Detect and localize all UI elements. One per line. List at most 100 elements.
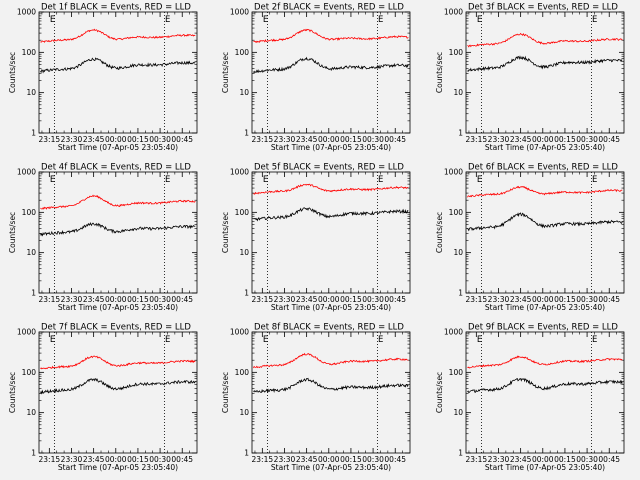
x-tick-label: 23:30: [488, 295, 510, 304]
x-tick-label: 00:15: [127, 295, 149, 304]
x-tick-label: 23:45: [510, 135, 532, 144]
event-marker-label: E: [477, 175, 482, 185]
y-tick-label: 100: [22, 48, 37, 57]
x-tick-label: 23:45: [296, 455, 318, 464]
y-tick-label: 1000: [444, 328, 463, 337]
panel-title: Det 6f BLACK = Events, RED = LLD: [468, 163, 618, 173]
x-tick-label: 23:30: [61, 455, 83, 464]
plot-frame: [38, 331, 198, 454]
x-tick-label: 23:15: [252, 135, 274, 144]
event-marker-label: E: [477, 335, 482, 345]
plot-panel-det-7: Det 7f BLACK = Events, RED = LLD 1 10 100 10…: [8, 323, 198, 472]
y-tick-label: 1: [31, 289, 36, 298]
x-tick-label: 00:00: [318, 295, 340, 304]
x-tick-label: 00:45: [171, 135, 193, 144]
x-tick-label: 00:15: [554, 295, 576, 304]
x-tick-label: 23:30: [274, 135, 296, 144]
x-tick-label: 00:30: [576, 455, 598, 464]
y-axis-label: Counts/sec: [221, 212, 230, 253]
y-tick-label: 1: [244, 129, 249, 138]
events-series-line: [253, 207, 409, 222]
y-tick-label: 10: [239, 88, 249, 97]
y-tick-label: 1000: [230, 328, 249, 337]
event-marker-label: E: [378, 175, 383, 185]
x-tick-label: 00:00: [532, 295, 554, 304]
x-tick-label: 00:30: [362, 455, 384, 464]
plot-frame: [465, 11, 625, 134]
event-marker-label: E: [263, 15, 268, 25]
panel-title: Det 2f BLACK = Events, RED = LLD: [254, 3, 404, 13]
panel-title: Det 5f BLACK = Events, RED = LLD: [254, 163, 404, 173]
y-axis-label: Counts/sec: [221, 52, 230, 93]
x-tick-label: 23:15: [39, 135, 61, 144]
x-tick-label: 00:00: [532, 135, 554, 144]
plot-panel-det-3: Det 3f BLACK = Events, RED = LLD 1 10 100 10…: [435, 3, 625, 152]
x-axis-label: Start Time (07-Apr-05 23:05:40): [485, 143, 605, 152]
y-tick-label: 10: [26, 88, 36, 97]
lld-series-line: [253, 352, 409, 369]
x-axis-label: Start Time (07-Apr-05 23:05:40): [485, 303, 605, 312]
y-tick-label: 1000: [230, 8, 249, 17]
plot-frame: [38, 11, 198, 134]
lld-series-line: [467, 185, 623, 198]
x-tick-label: 00:45: [384, 295, 406, 304]
y-tick-label: 1000: [230, 168, 249, 177]
x-axis-label: Start Time (07-Apr-05 23:05:40): [58, 303, 178, 312]
x-tick-label: 00:45: [598, 295, 620, 304]
y-tick-label: 100: [449, 368, 464, 377]
x-tick-label: 00:00: [105, 135, 127, 144]
x-tick-label: 23:15: [252, 295, 274, 304]
event-marker-label: E: [592, 15, 597, 25]
x-tick-label: 23:45: [510, 295, 532, 304]
x-tick-label: 23:45: [296, 295, 318, 304]
event-marker-label: E: [165, 175, 170, 185]
x-tick-label: 23:45: [83, 295, 105, 304]
x-tick-label: 00:45: [171, 295, 193, 304]
y-tick-label: 1: [458, 449, 463, 458]
y-tick-label: 100: [22, 368, 37, 377]
lld-series-line: [253, 183, 409, 195]
x-tick-label: 23:30: [274, 455, 296, 464]
x-tick-label: 00:45: [598, 135, 620, 144]
x-axis-label: Start Time (07-Apr-05 23:05:40): [58, 143, 178, 152]
x-tick-label: 23:15: [466, 135, 488, 144]
x-tick-label: 00:45: [598, 455, 620, 464]
events-series-line: [467, 55, 623, 73]
x-axis-label: Start Time (07-Apr-05 23:05:40): [271, 463, 391, 472]
y-tick-label: 1: [244, 289, 249, 298]
event-marker-label: E: [165, 15, 170, 25]
plot-panel-det-9: Det 9f BLACK = Events, RED = LLD 1 10 100 10…: [435, 323, 625, 472]
panel-title: Det 7f BLACK = Events, RED = LLD: [41, 323, 191, 333]
event-marker-label: E: [50, 335, 55, 345]
panel-title: Det 9f BLACK = Events, RED = LLD: [468, 323, 618, 333]
plot-panel-det-1: Det 1f BLACK = Events, RED = LLD 1 10 100 10…: [8, 3, 198, 152]
x-tick-label: 00:00: [318, 455, 340, 464]
lld-series-line: [40, 194, 196, 210]
x-tick-label: 00:15: [340, 295, 362, 304]
y-tick-label: 100: [235, 48, 250, 57]
x-tick-label: 23:30: [274, 295, 296, 304]
y-tick-label: 10: [239, 248, 249, 257]
events-series-line: [253, 56, 409, 74]
x-tick-label: 23:15: [252, 455, 274, 464]
x-tick-label: 00:00: [105, 295, 127, 304]
plot-panel-det-8: Det 8f BLACK = Events, RED = LLD 1 10 100 10…: [221, 323, 411, 472]
event-marker-label: E: [378, 335, 383, 345]
plot-frame: [465, 171, 625, 294]
plot-frame: [251, 171, 411, 294]
lld-series-line: [467, 355, 623, 369]
event-marker-label: E: [50, 175, 55, 185]
y-tick-label: 1: [31, 129, 36, 138]
x-tick-label: 23:15: [39, 455, 61, 464]
y-axis-label: Counts/sec: [8, 52, 17, 93]
panel-title: Det 3f BLACK = Events, RED = LLD: [468, 3, 618, 13]
panel-title: Det 4f BLACK = Events, RED = LLD: [41, 163, 191, 173]
x-tick-label: 00:45: [384, 135, 406, 144]
y-axis-label: Counts/sec: [8, 372, 17, 413]
y-tick-label: 1000: [17, 328, 36, 337]
x-tick-label: 00:30: [149, 135, 171, 144]
x-tick-label: 00:30: [149, 455, 171, 464]
y-tick-label: 100: [449, 48, 464, 57]
y-axis-label: Counts/sec: [221, 372, 230, 413]
